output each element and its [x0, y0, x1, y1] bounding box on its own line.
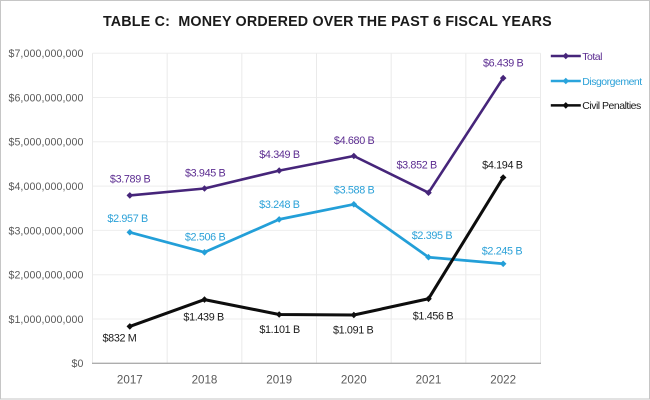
svg-text:$3.789 B: $3.789 B — [110, 173, 151, 185]
svg-text:$3,000,000,000: $3,000,000,000 — [8, 225, 83, 237]
svg-text:$832 M: $832 M — [103, 332, 137, 344]
svg-text:2020: 2020 — [341, 373, 367, 386]
svg-text:$4.194 B: $4.194 B — [482, 160, 523, 172]
svg-text:$2,000,000,000: $2,000,000,000 — [8, 270, 83, 282]
svg-text:Civil Penalties: Civil Penalties — [582, 100, 641, 112]
svg-text:2017: 2017 — [117, 373, 143, 386]
svg-text:$1.101 B: $1.101 B — [259, 324, 300, 336]
svg-text:$1.439 B: $1.439 B — [183, 312, 224, 324]
svg-text:2018: 2018 — [192, 373, 218, 386]
svg-text:$3.248 B: $3.248 B — [259, 199, 300, 211]
svg-text:$2.957 B: $2.957 B — [107, 213, 148, 225]
svg-text:$3.852 B: $3.852 B — [396, 159, 437, 171]
svg-text:$6.439 B: $6.439 B — [483, 58, 524, 70]
svg-text:Disgorgement: Disgorgement — [582, 76, 642, 88]
svg-text:$4.680 B: $4.680 B — [334, 135, 375, 147]
svg-text:$3.588 B: $3.588 B — [334, 185, 375, 197]
svg-text:$2.245 B: $2.245 B — [482, 246, 523, 258]
svg-text:$2.395 B: $2.395 B — [412, 230, 453, 242]
svg-text:2019: 2019 — [266, 373, 292, 386]
svg-text:$7,000,000,000: $7,000,000,000 — [8, 48, 83, 60]
svg-text:2021: 2021 — [416, 373, 442, 386]
svg-text:$2.506 B: $2.506 B — [185, 232, 226, 244]
svg-text:TABLE C: MONEY ORDERED OVER T: TABLE C: MONEY ORDERED OVER THE PAST 6 F… — [103, 14, 552, 30]
svg-text:$4.349 B: $4.349 B — [259, 149, 300, 161]
svg-text:$6,000,000,000: $6,000,000,000 — [8, 92, 83, 104]
svg-text:$0: $0 — [72, 358, 84, 370]
svg-text:$1.456 B: $1.456 B — [413, 311, 454, 323]
svg-text:Total: Total — [582, 51, 602, 63]
svg-text:$1,000,000,000: $1,000,000,000 — [8, 314, 83, 326]
svg-text:$1.091 B: $1.091 B — [333, 325, 374, 337]
svg-text:$3.945 B: $3.945 B — [185, 167, 226, 179]
svg-text:$4,000,000,000: $4,000,000,000 — [8, 181, 83, 193]
svg-text:2022: 2022 — [490, 373, 516, 386]
svg-text:$5,000,000,000: $5,000,000,000 — [8, 137, 83, 149]
